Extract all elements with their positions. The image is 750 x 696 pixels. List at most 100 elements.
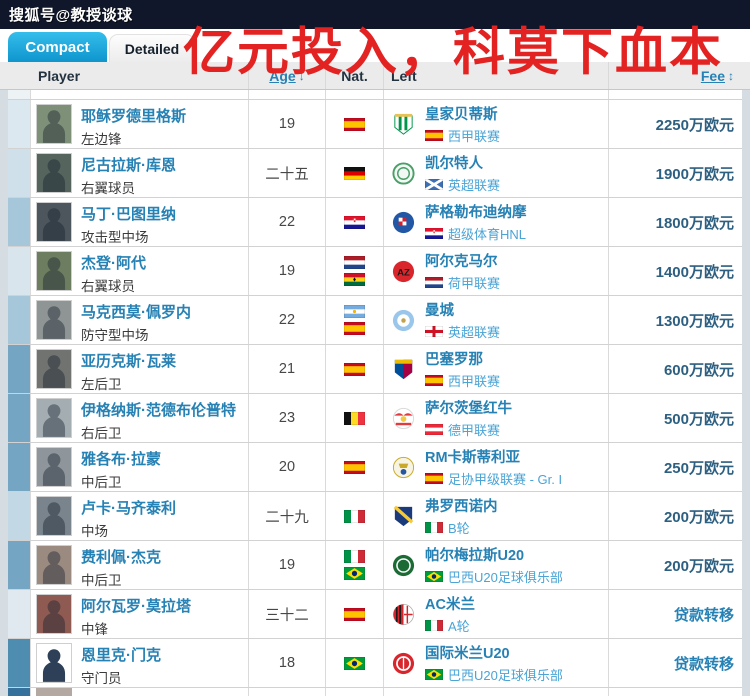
player-name-link[interactable]: 马克西莫·佩罗内: [81, 304, 191, 321]
player-photo: [36, 300, 72, 340]
player-name-link[interactable]: 阿尔瓦罗·莫拉塔: [81, 598, 191, 615]
player-position: 中后卫: [81, 573, 122, 588]
club-badge-icon[interactable]: [391, 210, 416, 235]
tab-bar: Compact Detailed: [0, 29, 750, 62]
player-cell: 恩里克·门克 守门员: [30, 639, 248, 687]
nationality-cell: [325, 443, 383, 491]
club-name-link[interactable]: 皇家贝蒂斯: [425, 107, 498, 123]
club-name-link[interactable]: 阿尔克马尔: [425, 254, 498, 270]
fee-cell: 贷款转移: [608, 639, 742, 687]
club-badge-icon[interactable]: [391, 455, 416, 480]
league-link[interactable]: 德甲联赛: [448, 423, 501, 438]
club-badge-icon[interactable]: [391, 504, 416, 529]
former-club-cell: AZ 阿尔克马尔 荷甲联赛: [383, 247, 608, 295]
player-cell: 耶稣罗德里格斯 左边锋: [30, 100, 248, 148]
league-link[interactable]: 荷甲联赛: [448, 276, 501, 291]
player-name-link[interactable]: 亚历克斯·瓦莱: [81, 353, 176, 370]
club-name-link[interactable]: 巴塞罗那: [425, 352, 483, 368]
nationality-flag-icon: [344, 567, 365, 580]
league-country-flag-icon: [425, 424, 443, 435]
club-name-link[interactable]: RM卡斯蒂利亚: [425, 450, 521, 466]
league-link[interactable]: 英超联赛: [448, 178, 501, 193]
fee-sort-link[interactable]: Fee: [700, 67, 725, 84]
player-name-link[interactable]: 恩里克·门克: [81, 647, 161, 664]
club-name-link[interactable]: 弗罗西诺内: [425, 499, 498, 515]
club-name-link[interactable]: 帕尔梅拉斯U20: [425, 548, 525, 564]
club-badge-icon[interactable]: [391, 553, 416, 578]
age-cell: 18: [248, 639, 325, 687]
row-color-strip: [8, 90, 30, 99]
nationality-cell: [325, 296, 383, 344]
row-color-strip: [8, 345, 30, 393]
player-cell: 费利佩·杰克 中后卫: [30, 541, 248, 589]
age-cell: 二十九: [248, 492, 325, 540]
nationality-flag-icon: [344, 117, 365, 131]
player-position: 中锋: [81, 622, 108, 637]
player-name-link[interactable]: 雅各布·拉蒙: [81, 451, 161, 468]
league-country-flag-icon: [425, 179, 443, 190]
club-badge-icon[interactable]: [391, 406, 416, 431]
player-position: 中后卫: [81, 475, 122, 490]
club-name-link[interactable]: 凯尔特人: [425, 156, 483, 172]
former-club-cell: 巴塞罗那 西甲联赛: [383, 345, 608, 393]
club-name-link[interactable]: 萨尔茨堡红牛: [425, 401, 512, 417]
player-name-link[interactable]: 耶稣罗德里格斯: [81, 108, 187, 125]
age-cell: 23: [248, 394, 325, 442]
club-name-link[interactable]: 国际米兰U20: [425, 646, 510, 662]
club-badge-icon[interactable]: [391, 602, 416, 627]
player-photo: [36, 202, 72, 242]
player-cell: 马克西莫·佩罗内 防守型中场: [30, 296, 248, 344]
league-link[interactable]: 英超联赛: [448, 325, 501, 340]
former-club-cell: 帕尔梅拉斯U20 巴西U20足球俱乐部: [383, 541, 608, 589]
player-name-link[interactable]: 伊格纳斯·范德布伦普特: [81, 402, 236, 419]
league-country-flag-icon: [425, 326, 443, 337]
nationality-flag-icon: [344, 273, 365, 286]
club-badge-icon[interactable]: [391, 112, 416, 137]
club-badge-icon[interactable]: [391, 651, 416, 676]
player-name-link[interactable]: 费利佩·杰克: [81, 549, 161, 566]
age-cell: 22: [248, 198, 325, 246]
former-club-cell: AC米兰 A轮: [383, 590, 608, 638]
table-row: 尼古拉斯·库恩 右翼球员 二十五 凯尔特人 英超联赛 1900万欧元: [8, 148, 742, 197]
club-badge-icon[interactable]: [391, 161, 416, 186]
player-photo: [36, 104, 72, 144]
fee-cell: 1400万欧元: [608, 247, 742, 295]
club-name-link[interactable]: 曼城: [425, 303, 454, 319]
nationality-cell: [325, 100, 383, 148]
league-link[interactable]: 西甲联赛: [448, 129, 501, 144]
row-color-strip: [8, 590, 30, 638]
tab-compact[interactable]: Compact: [8, 32, 107, 62]
player-photo: [36, 594, 72, 634]
league-country-flag-icon: [425, 130, 443, 141]
tab-detailed[interactable]: Detailed: [109, 34, 195, 62]
league-link[interactable]: 足协甲级联赛 - Gr. I: [448, 472, 563, 487]
player-name-link[interactable]: 卢卡·马齐泰利: [81, 500, 176, 517]
league-link[interactable]: 巴西U20足球俱乐部: [448, 668, 563, 683]
league-link[interactable]: 超级体育HNL: [448, 227, 527, 242]
player-name-link[interactable]: 尼古拉斯·库恩: [81, 157, 176, 174]
former-club-cell: 国际米兰U20 巴西U20足球俱乐部: [383, 639, 608, 687]
table-row: 杰登·阿代 右翼球员 19 AZ 阿尔克马尔 荷甲联赛 1400万欧元: [8, 246, 742, 295]
club-name-link[interactable]: 萨格勒布迪纳摩: [425, 205, 527, 221]
player-photo: [36, 496, 72, 536]
player-name-link[interactable]: 杰登·阿代: [81, 255, 146, 272]
player-photo: [36, 643, 72, 683]
player-photo: [36, 688, 72, 696]
nationality-cell: [325, 541, 383, 589]
player-position: 防守型中场: [81, 328, 149, 343]
club-badge-icon[interactable]: [391, 308, 416, 333]
age-sort-link[interactable]: Age: [269, 67, 296, 84]
league-link[interactable]: A轮: [448, 619, 470, 634]
club-name-link[interactable]: AC米兰: [425, 597, 475, 613]
club-badge-icon[interactable]: AZ: [391, 259, 416, 284]
row-color-strip: [8, 639, 30, 687]
table-row: 亚历克斯·瓦莱 左后卫 21 巴塞罗那 西甲联赛 600万欧元: [8, 344, 742, 393]
table-row: 恩里克·门克 守门员 18 国际米兰U20 巴西U20足球俱乐部 贷款转移: [8, 638, 742, 687]
league-link[interactable]: B轮: [448, 521, 470, 536]
player-name-link[interactable]: 马丁·巴图里纳: [81, 206, 176, 223]
club-badge-icon[interactable]: [391, 357, 416, 382]
table-row: 费利佩·杰克 中后卫 19 帕尔梅拉斯U20 巴西U20足球俱乐部 200万欧元: [8, 540, 742, 589]
league-link[interactable]: 西甲联赛: [448, 374, 501, 389]
league-link[interactable]: 巴西U20足球俱乐部: [448, 570, 563, 585]
